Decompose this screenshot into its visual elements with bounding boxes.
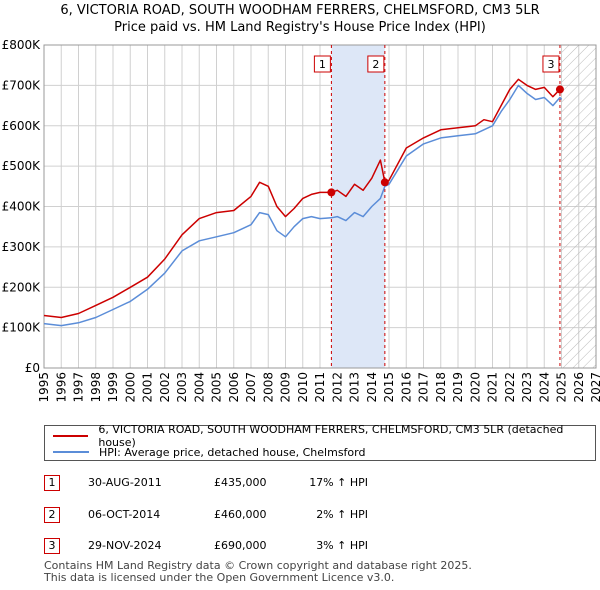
annotation-label: 2	[372, 58, 379, 71]
x-tick-label: 2019	[451, 372, 465, 403]
transaction-price: £690,000	[214, 539, 267, 552]
x-tick-label: 2021	[486, 372, 500, 403]
x-tick-label: 2001	[141, 372, 155, 403]
plot-border	[43, 44, 597, 369]
x-tick-label: 2008	[261, 372, 275, 403]
x-tick-label: 2026	[572, 372, 586, 403]
x-tick-label: 2000	[123, 372, 137, 403]
x-tick-label: 2016	[399, 372, 413, 403]
y-tick-label: £500K	[2, 159, 42, 173]
x-tick-label: 1996	[54, 372, 68, 403]
x-tick-label: 2020	[468, 372, 482, 403]
transaction-number: 3	[44, 538, 60, 554]
period-shade	[331, 45, 385, 368]
x-tick-label: 2007	[244, 372, 258, 403]
legend-item-property: 6, VICTORIA ROAD, SOUTH WOODHAM FERRERS,…	[53, 423, 595, 449]
transaction-number: 2	[44, 507, 60, 523]
x-tick-label: 2027	[589, 372, 600, 403]
sale-point	[555, 85, 564, 94]
x-tick-label: 1995	[37, 372, 51, 403]
y-tick-label: £600K	[2, 119, 42, 133]
y-tick-label: £800K	[2, 38, 42, 52]
hpi-line	[43, 84, 563, 327]
annotation-label: 3	[547, 58, 554, 71]
transaction-price: £435,000	[214, 476, 267, 489]
annotation-box	[542, 55, 560, 73]
x-tick-label: 2011	[313, 372, 327, 403]
transaction-hpi: 17% ↑ HPI	[309, 476, 368, 489]
x-tick-label: 2009	[279, 372, 293, 403]
x-tick-label: 2012	[330, 372, 344, 403]
x-tick-label: 2006	[227, 372, 241, 403]
x-tick-label: 2022	[503, 372, 517, 403]
y-tick-label: £100K	[2, 321, 42, 335]
legend-label-property: 6, VICTORIA ROAD, SOUTH WOODHAM FERRERS,…	[98, 423, 564, 449]
transaction-number: 1	[44, 475, 60, 491]
sale-point	[327, 188, 336, 197]
y-tick-label: £700K	[2, 78, 42, 92]
property-line	[43, 78, 561, 319]
footer-copyright: Contains HM Land Registry data © Crown c…	[44, 559, 472, 572]
legend-item-hpi: HPI: Average price, detached house, Chel…	[53, 444, 365, 460]
x-tick-label: 2005	[210, 372, 224, 403]
footer-licence: This data is licensed under the Open Gov…	[44, 571, 395, 584]
x-tick-label: 2003	[175, 372, 189, 403]
transaction-hpi: 3% ↑ HPI	[316, 539, 368, 552]
forecast-hatch	[561, 45, 596, 368]
x-tick-label: 2024	[537, 372, 551, 403]
transaction-date: 06-OCT-2014	[88, 508, 161, 521]
x-tick-label: 1999	[106, 372, 120, 403]
y-tick-label: £200K	[2, 280, 42, 294]
transaction-date: 29-NOV-2024	[88, 539, 162, 552]
sale-point	[380, 178, 389, 187]
x-tick-label: 2004	[192, 372, 206, 403]
legend-line-property	[53, 435, 89, 437]
x-tick-label: 2013	[348, 372, 362, 403]
annotation-label: 1	[319, 58, 326, 71]
x-tick-label: 2010	[296, 372, 310, 403]
transaction-hpi: 2% ↑ HPI	[316, 508, 368, 521]
legend-label-hpi: HPI: Average price, detached house, Chel…	[99, 445, 366, 459]
chart-subtitle: Price paid vs. HM Land Registry's House …	[114, 20, 486, 35]
transaction-date: 30-AUG-2011	[88, 476, 162, 489]
x-tick-label: 2025	[555, 372, 569, 403]
y-tick-label: £400K	[2, 200, 42, 214]
legend-line-hpi	[53, 451, 89, 453]
annotation-box	[367, 55, 385, 73]
x-tick-label: 2015	[382, 372, 396, 403]
y-tick-label: £0	[25, 361, 40, 375]
x-tick-label: 2014	[365, 372, 379, 403]
legend: 6, VICTORIA ROAD, SOUTH WOODHAM FERRERS,…	[44, 423, 596, 461]
x-tick-label: 1997	[72, 372, 86, 403]
annotation-box	[313, 55, 331, 73]
x-tick-label: 2023	[520, 372, 534, 403]
y-tick-label: £300K	[2, 240, 42, 254]
x-tick-label: 2002	[158, 372, 172, 403]
x-tick-label: 1998	[89, 372, 103, 403]
price-chart: 1 2 3 £0 £100K £200K £300K £400K £500K £600K £700K…	[2, 38, 600, 403]
x-tick-label: 2018	[434, 372, 448, 403]
x-tick-label: 2017	[417, 372, 431, 403]
transaction-price: £460,000	[214, 508, 267, 521]
chart-title: 6, VICTORIA ROAD, SOUTH WOODHAM FERRERS,…	[60, 3, 540, 18]
